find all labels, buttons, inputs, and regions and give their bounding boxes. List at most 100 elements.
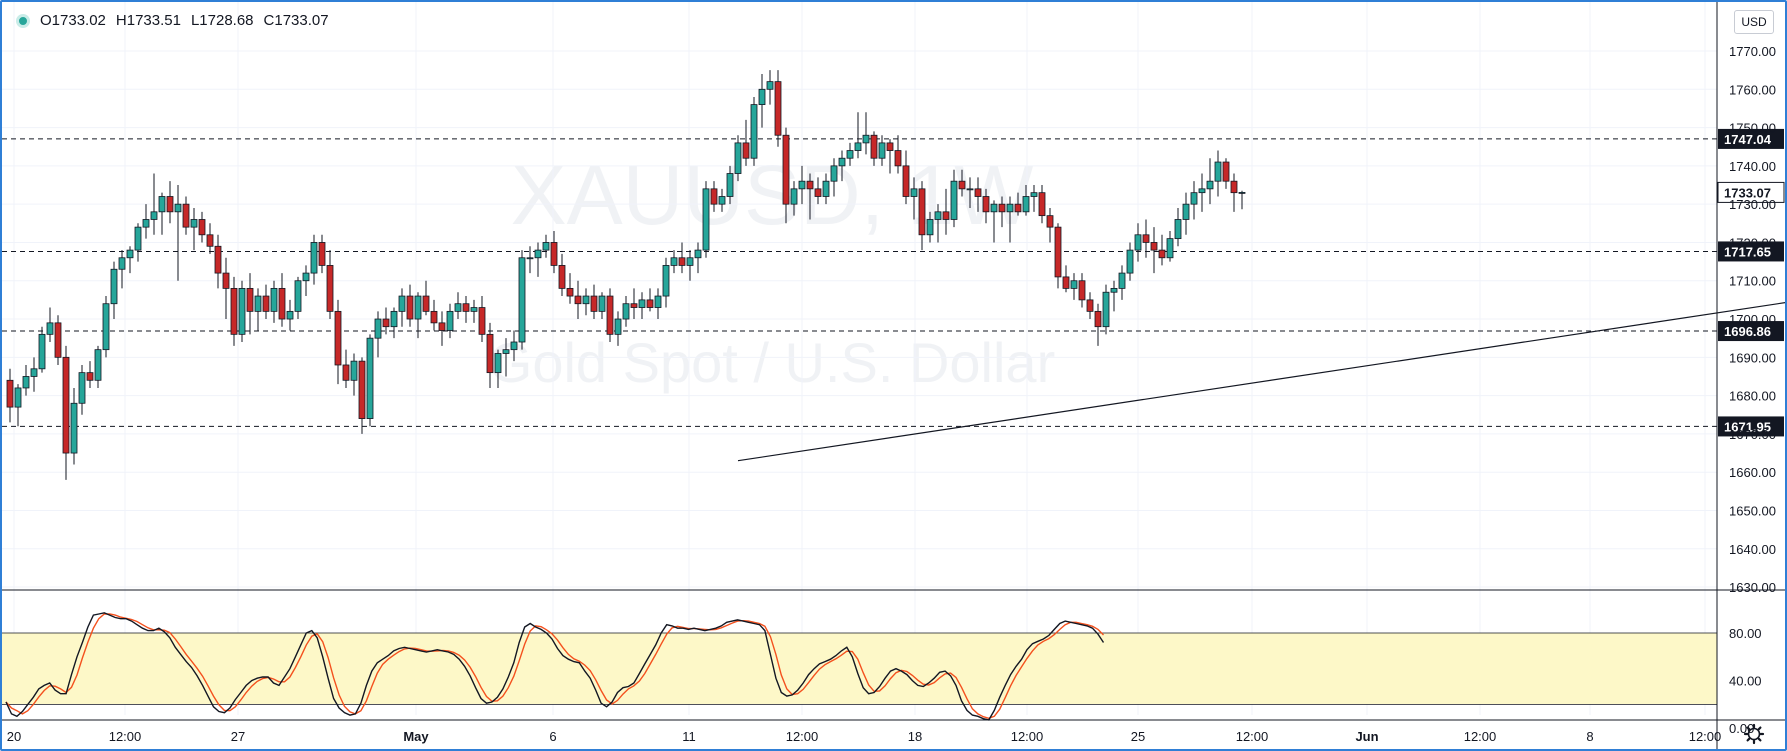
candle-body xyxy=(942,211,950,220)
candle-body xyxy=(782,134,790,205)
candle xyxy=(366,334,374,427)
time-tick-label: Jun xyxy=(1355,729,1378,744)
candle-body xyxy=(774,81,782,136)
candle-body xyxy=(670,257,678,266)
candle xyxy=(78,364,86,415)
stoch-k-line xyxy=(5,612,1105,721)
candle xyxy=(1094,303,1102,346)
candle-body xyxy=(22,376,30,389)
candle-body xyxy=(182,203,190,228)
candle-body xyxy=(86,372,94,381)
candle-body xyxy=(878,142,886,159)
candle xyxy=(174,185,182,281)
candle xyxy=(414,292,422,339)
candle xyxy=(1006,196,1014,243)
candle xyxy=(22,364,30,396)
candle-body xyxy=(286,310,294,320)
level-label: 1671.95 xyxy=(1724,419,1771,434)
candle-body xyxy=(406,295,414,320)
candle xyxy=(126,246,134,274)
candle xyxy=(622,296,630,327)
ohlc-legend[interactable]: O1733.02 H1733.51 L1728.68 C1733.07 xyxy=(16,12,329,29)
price-tick-label: 1660.00 xyxy=(1729,465,1776,480)
candle xyxy=(190,207,198,251)
time-tick-label: 12:00 xyxy=(1689,729,1722,744)
time-tick-label: 20 xyxy=(7,729,21,744)
candle xyxy=(1030,185,1038,212)
candle xyxy=(878,135,886,166)
candle xyxy=(630,288,638,320)
candle-body xyxy=(102,303,110,351)
trendlines[interactable] xyxy=(737,82,1785,462)
candle-body xyxy=(382,318,390,328)
candle-body xyxy=(366,337,374,419)
candle-body xyxy=(158,196,166,213)
candle-body xyxy=(766,81,774,90)
candle-body xyxy=(142,219,150,228)
candle xyxy=(1214,150,1222,197)
candle-body xyxy=(6,379,14,408)
stoch-tick-label: 80.00 xyxy=(1729,626,1762,641)
candle-body xyxy=(862,134,870,144)
candle-body xyxy=(1062,276,1070,289)
candle xyxy=(1054,223,1062,289)
candle xyxy=(286,299,294,331)
candle xyxy=(766,70,774,105)
candle-body xyxy=(230,287,238,335)
settings-gear-icon[interactable] xyxy=(1743,723,1765,745)
candle xyxy=(1206,158,1214,205)
candle xyxy=(558,253,566,297)
candle xyxy=(1238,190,1246,210)
candle xyxy=(166,181,174,224)
candle xyxy=(790,181,798,216)
candle xyxy=(1222,158,1230,189)
candle-body xyxy=(574,295,582,305)
candle-body xyxy=(1126,249,1134,274)
candle-body xyxy=(1006,203,1014,213)
candle xyxy=(214,234,222,289)
candle-body xyxy=(1182,203,1190,220)
candle xyxy=(990,200,998,243)
candle-body xyxy=(806,180,814,190)
candle-body xyxy=(654,295,662,308)
stoch-d-line xyxy=(5,613,1104,720)
candle-body xyxy=(550,242,558,266)
candle xyxy=(1190,181,1198,220)
status-dot-icon xyxy=(16,13,30,28)
time-tick-label: May xyxy=(403,729,429,744)
candle-body xyxy=(758,88,766,106)
candle xyxy=(358,357,366,434)
candle-body xyxy=(118,257,126,270)
candle xyxy=(894,135,902,174)
candle xyxy=(814,177,822,205)
candle-body xyxy=(934,211,942,220)
candle-body xyxy=(526,257,534,260)
candle xyxy=(942,188,950,235)
candle-body xyxy=(830,165,838,182)
candle xyxy=(910,177,918,220)
candle-body xyxy=(558,265,566,289)
ohlc-low: L1728.68 xyxy=(190,12,254,29)
price-axis[interactable]: 1770.00 1760.00 1750.00 1740.00 1730.00 1720.… xyxy=(1716,2,1776,749)
candle xyxy=(454,292,462,320)
candle xyxy=(270,280,278,323)
candle-body xyxy=(1238,192,1246,194)
candle-body xyxy=(1142,234,1150,243)
candle-body xyxy=(70,402,78,454)
time-axis[interactable]: 20 12:00 27 May 6 11 12:00 18 12:00 25 12:00 Jun 12:… xyxy=(2,719,1785,744)
stoch-band xyxy=(2,633,1717,705)
candle-body xyxy=(262,295,270,312)
time-tick-label: 12:00 xyxy=(1236,729,1269,744)
candle xyxy=(646,288,654,312)
price-tick-label: 1690.00 xyxy=(1729,350,1776,365)
candle-body xyxy=(1198,188,1206,194)
price-tick-label: 1680.00 xyxy=(1729,389,1776,404)
candle xyxy=(694,242,702,274)
candle xyxy=(1022,185,1030,216)
candle xyxy=(566,273,574,304)
level-label: 1717.65 xyxy=(1724,244,1771,259)
candle xyxy=(502,338,510,377)
candle-body xyxy=(438,322,446,331)
currency-button[interactable]: USD xyxy=(1734,10,1774,34)
